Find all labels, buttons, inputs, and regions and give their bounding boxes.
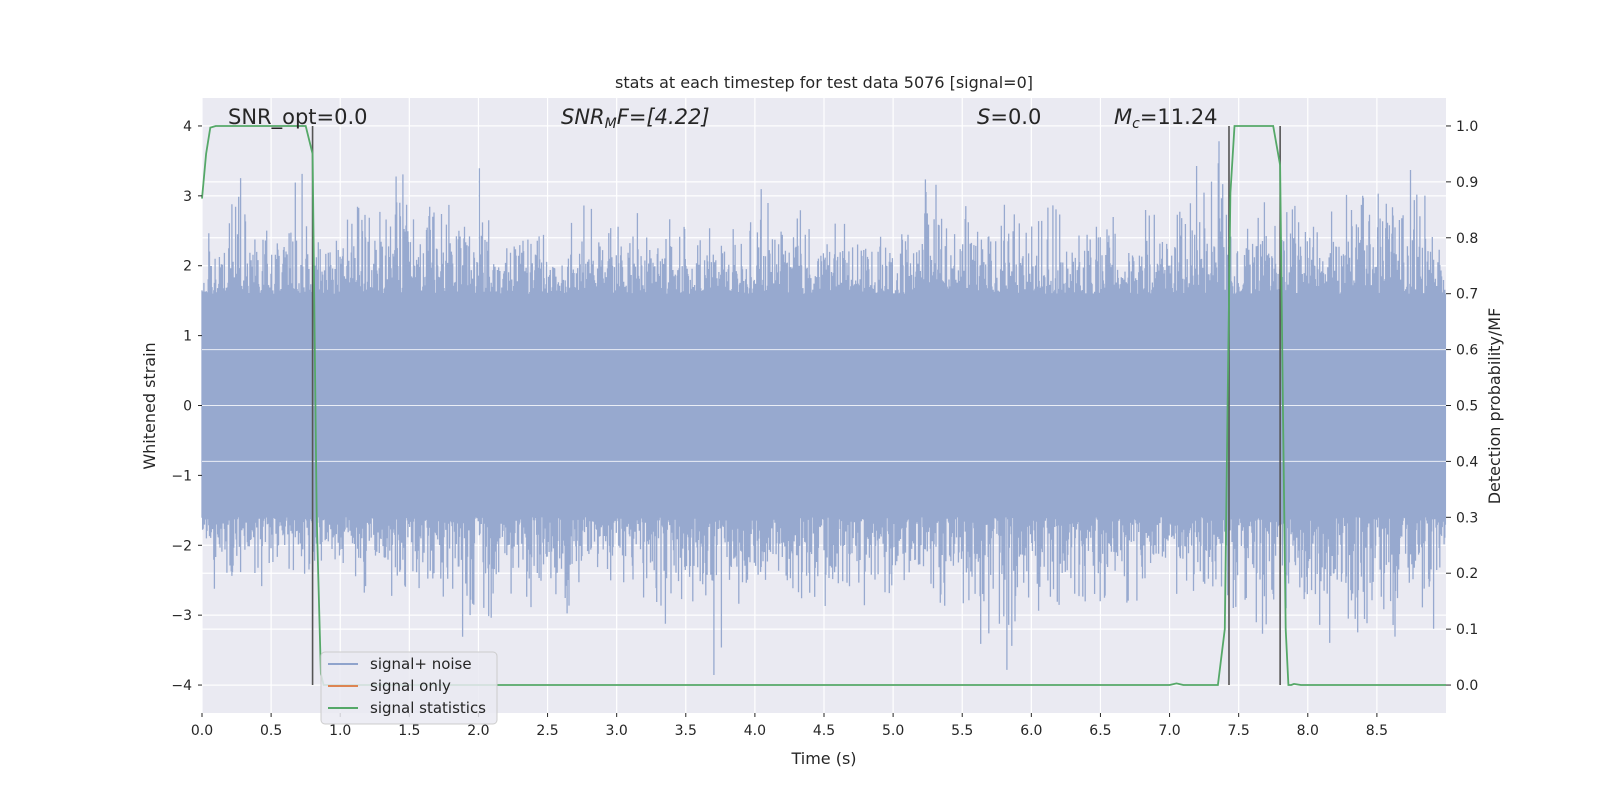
y-tick-label: −1 — [171, 468, 192, 484]
signal-statistics-series — [201, 125, 1446, 686]
y-right-tick-label: 0.2 — [1456, 566, 1478, 582]
x-tick-label: 7.0 — [1158, 723, 1180, 739]
snr-mf-value: F=[4.22] — [617, 105, 710, 129]
legend-label-signal-only: signal only — [370, 677, 451, 695]
s-symbol: S — [977, 105, 990, 129]
x-tick-label: 2.0 — [467, 723, 489, 739]
y-tick-label: 3 — [183, 189, 192, 205]
x-tick-label: 3.0 — [606, 723, 628, 739]
chart-title: stats at each timestep for test data 507… — [615, 73, 1033, 92]
y-right-tick-label: 0.5 — [1456, 399, 1478, 415]
y-right-tick-label: 0.4 — [1456, 454, 1478, 470]
y-axis-label: Whitened strain — [140, 342, 159, 469]
snr-mf-subscript: M — [605, 116, 617, 132]
x-tick-label: 5.5 — [951, 723, 973, 739]
noise-strokes — [201, 141, 1447, 675]
x-tick-label: 7.5 — [1228, 723, 1250, 739]
y-tick-label: −3 — [171, 608, 192, 624]
mc-value: =11.24 — [1140, 105, 1218, 129]
y-right-tick-label: 0.7 — [1456, 287, 1478, 303]
mc-subscript: c — [1132, 116, 1140, 132]
y-right-tick-label: 0.9 — [1456, 175, 1478, 191]
y-tick-label: −2 — [171, 538, 192, 554]
y-right-tick-label: 0.3 — [1456, 510, 1478, 526]
signal-statistics-line — [201, 125, 1446, 686]
x-axis-ticks: 0.0 0.5 1.0 1.5 2.0 2.5 3.0 3.5 4.0 4.5 5.0 5.5 6.0 6… — [191, 713, 1388, 739]
x-tick-label: 3.5 — [675, 723, 697, 739]
x-tick-label: 0.5 — [260, 723, 282, 739]
y-right-tick-label: 0.1 — [1456, 622, 1478, 638]
y-tick-label: 1 — [183, 329, 192, 345]
snr-mf-prefix: SNR — [561, 105, 605, 129]
legend-box — [320, 651, 498, 725]
y-right-axis-label: Detection probability/MF — [1485, 308, 1504, 505]
x-tick-label: 4.0 — [744, 723, 766, 739]
signal-noise-series — [201, 141, 1447, 675]
y-tick-label: 4 — [183, 119, 192, 135]
legend-label-signal-statistics: signal statistics — [370, 699, 486, 717]
x-tick-label: 8.5 — [1366, 723, 1388, 739]
snr-opt-annotation: SNR_opt=0.0 — [228, 105, 368, 130]
x-axis-label: Time (s) — [790, 749, 856, 768]
y-right-tick-label: 0.6 — [1456, 343, 1478, 359]
x-tick-label: 0.0 — [191, 723, 213, 739]
x-tick-label: 8.0 — [1297, 723, 1319, 739]
y-right-tick-label: 0.0 — [1456, 678, 1478, 694]
x-tick-label: 5.0 — [882, 723, 904, 739]
legend: signal+ noise signal only signal statist… — [320, 651, 498, 725]
y-axis-ticks: 4 3 2 1 0 −1 −2 −3 −4 — [171, 119, 202, 694]
x-tick-label: 2.5 — [536, 723, 558, 739]
y-tick-label: 0 — [183, 399, 192, 415]
legend-label-signal-noise: signal+ noise — [370, 655, 472, 673]
snr-mf-annotation: SNRMF=[4.22] — [561, 105, 710, 132]
y-right-tick-label: 1.0 — [1456, 119, 1478, 135]
y-right-axis-ticks: 1.0 0.9 0.8 0.7 0.6 0.5 0.4 0.3 0.2 0.1 0.0 — [1446, 119, 1478, 694]
mc-symbol: M — [1114, 105, 1132, 129]
y-tick-label: −4 — [171, 678, 192, 694]
y-right-tick-label: 0.8 — [1456, 231, 1478, 247]
x-tick-label: 1.5 — [398, 723, 420, 739]
y-tick-label: 2 — [183, 259, 192, 275]
x-tick-label: 6.0 — [1020, 723, 1042, 739]
x-tick-label: 1.0 — [329, 723, 351, 739]
x-tick-label: 6.5 — [1089, 723, 1111, 739]
x-tick-label: 4.5 — [813, 723, 835, 739]
s-annotation: S=0.0 — [977, 105, 1041, 129]
s-value: =0.0 — [990, 105, 1041, 129]
mc-annotation: Mc=11.24 — [1114, 105, 1218, 132]
